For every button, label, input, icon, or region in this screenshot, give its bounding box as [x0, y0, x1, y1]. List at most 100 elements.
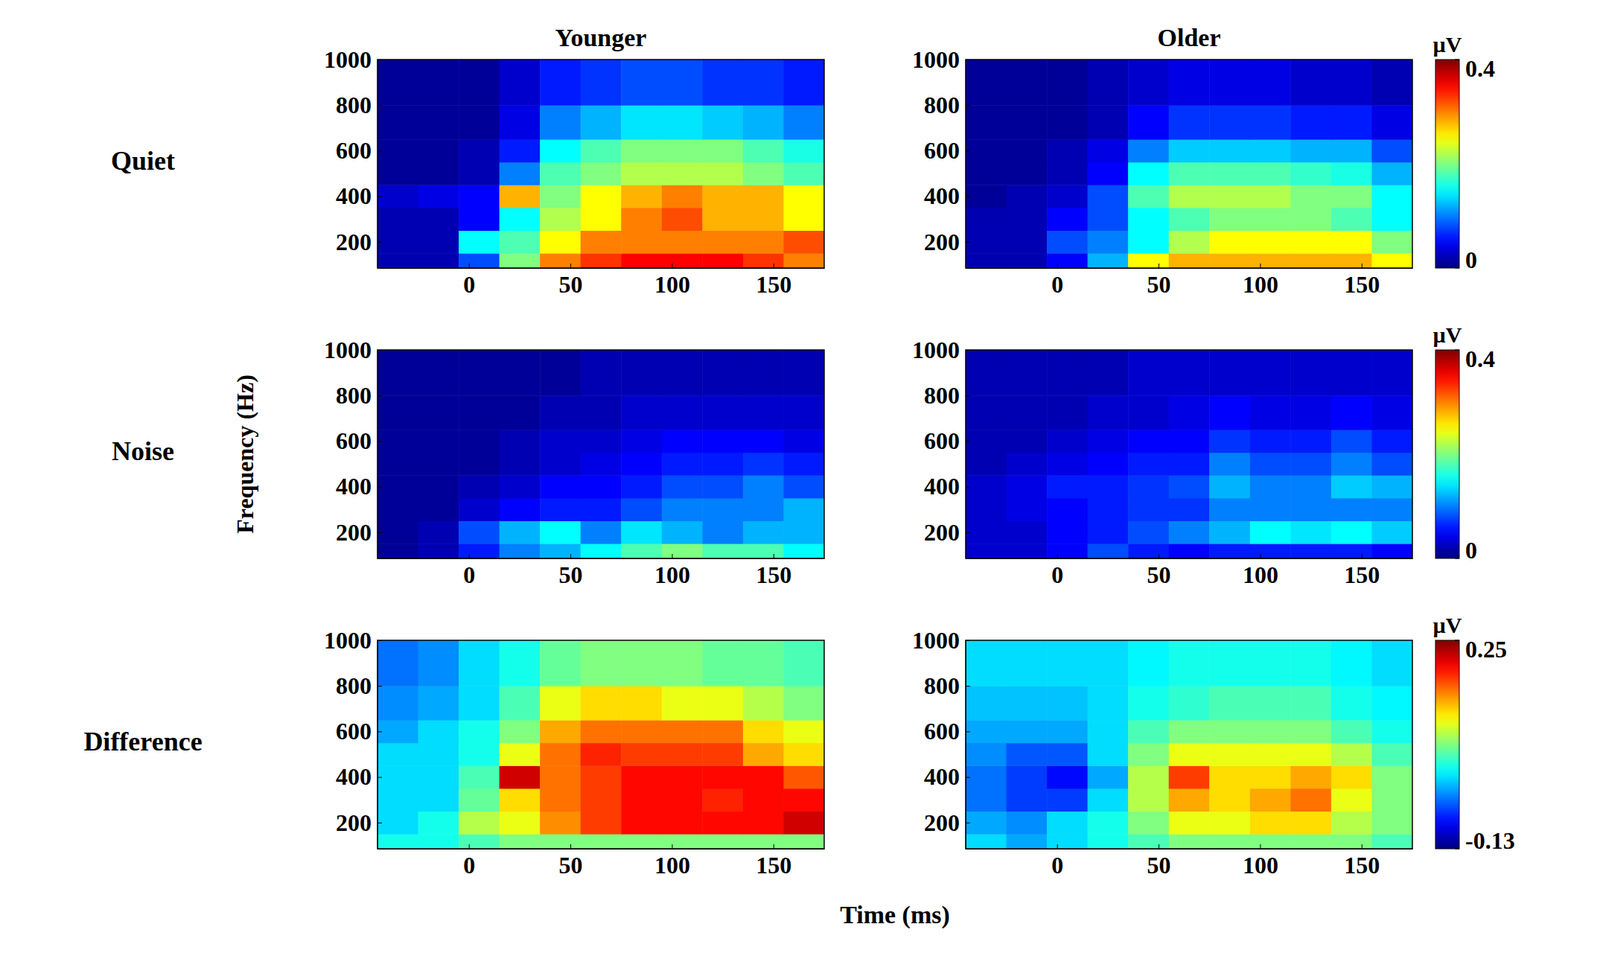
y-tick: 200 — [923, 228, 971, 256]
x-axis: 050100150 — [966, 553, 1414, 589]
heat-cell — [377, 743, 419, 767]
heat-cell — [1127, 543, 1169, 559]
heat-cell — [702, 104, 744, 140]
heat-cell — [1127, 104, 1169, 140]
x-tick-label: 50 — [559, 271, 583, 298]
heat-cell — [539, 811, 581, 835]
x-tick-mark — [671, 263, 673, 269]
heat-cell — [1046, 349, 1088, 397]
heat-cell — [1290, 429, 1332, 453]
heat-cell — [1168, 253, 1210, 269]
heat-cell — [965, 59, 1007, 106]
heat-cell — [1209, 162, 1251, 186]
x-tick-mark — [671, 553, 673, 559]
heat-cell — [580, 349, 622, 397]
heat-cell — [1087, 207, 1129, 231]
heat-cell — [965, 743, 1007, 767]
y-tick-mark — [377, 104, 382, 106]
heat-cell — [1006, 429, 1048, 453]
heat-cell — [1250, 349, 1292, 397]
colorbar-tick-label: 0.4 — [1465, 345, 1496, 373]
heat-cell — [1250, 811, 1292, 835]
heat-cell — [702, 498, 744, 522]
heat-cell — [499, 640, 541, 687]
x-tick-mark — [469, 553, 470, 559]
heat-cell — [1006, 349, 1048, 397]
heat-cell — [499, 811, 541, 835]
heat-cell — [783, 207, 825, 231]
heat-cell — [1371, 833, 1413, 849]
heat-cell — [702, 833, 744, 849]
y-tick-label: 200 — [335, 518, 372, 546]
heat-cell — [458, 475, 500, 499]
heat-cell — [418, 104, 460, 140]
heat-cell — [620, 452, 662, 476]
heat-cell — [702, 349, 744, 397]
colorbar-label: µV — [1433, 322, 1463, 347]
heat-cell — [499, 765, 541, 789]
heat-cell — [1006, 207, 1048, 231]
x-tick: 100 — [1242, 553, 1279, 589]
heat-cell — [539, 833, 581, 849]
x-tick-mark — [1158, 553, 1160, 559]
y-tick-mark — [965, 196, 971, 198]
x-axis-line — [378, 268, 825, 269]
heat-cell — [1046, 395, 1088, 430]
heat-cell — [1290, 395, 1332, 430]
heat-cell — [580, 640, 622, 687]
y-tick-label: 1000 — [323, 46, 372, 73]
x-tick-mark — [1057, 844, 1058, 849]
x-tick: 0 — [1051, 553, 1064, 589]
heat-cell — [539, 207, 581, 231]
y-tick: 400 — [923, 182, 971, 210]
heat-cell — [499, 104, 541, 140]
heat-cell — [1209, 184, 1251, 208]
heat-cell — [1087, 685, 1129, 720]
y-tick-mark — [377, 685, 382, 687]
y-tick: 200 — [923, 809, 971, 837]
heat-cell — [620, 640, 662, 687]
heat-cell — [1006, 543, 1048, 559]
heat-cell — [1127, 184, 1169, 208]
heat-cell — [661, 743, 703, 767]
heat-cell — [539, 640, 581, 687]
x-tick: 0 — [1051, 263, 1064, 298]
x-tick-mark — [1057, 263, 1058, 269]
heat-cell — [458, 452, 500, 476]
y-tick: 200 — [335, 518, 382, 546]
panel: 0501001502004006008001000 — [912, 626, 1414, 879]
heat-cell — [743, 743, 784, 767]
heat-cell — [965, 833, 1007, 849]
x-tick-label: 50 — [1147, 271, 1172, 298]
heat-cell — [1087, 349, 1129, 397]
heat-cell — [1127, 253, 1169, 269]
heat-cell — [661, 788, 703, 812]
y-tick-mark — [965, 349, 971, 351]
heat-cell — [661, 59, 703, 106]
cells — [965, 640, 1413, 849]
heat-cell — [377, 685, 419, 720]
heat-cell — [1209, 429, 1251, 453]
x-tick-mark — [773, 553, 775, 559]
heat-cell — [1331, 788, 1373, 812]
heat-cell — [965, 765, 1007, 789]
x-axis: 050100150 — [966, 844, 1414, 879]
heat-cell — [1087, 765, 1129, 789]
heat-cell — [1250, 521, 1292, 545]
heat-cell — [620, 833, 662, 849]
y-axis-line — [965, 60, 967, 269]
heat-cell — [1006, 230, 1048, 254]
heat-cell — [458, 429, 500, 453]
colorbar-tick — [1454, 558, 1460, 560]
x-tick: 150 — [755, 263, 792, 298]
heat-cell — [965, 811, 1007, 835]
heat-cell — [1046, 59, 1088, 106]
heat-cell — [1371, 498, 1413, 522]
heat-cell — [1087, 719, 1129, 744]
heat-cell — [1006, 498, 1048, 522]
heat-cell — [661, 765, 703, 789]
heat-cell — [377, 719, 419, 744]
heat-cell — [1006, 521, 1048, 545]
heat-cell — [418, 139, 460, 163]
x-tick-mark — [469, 844, 470, 849]
